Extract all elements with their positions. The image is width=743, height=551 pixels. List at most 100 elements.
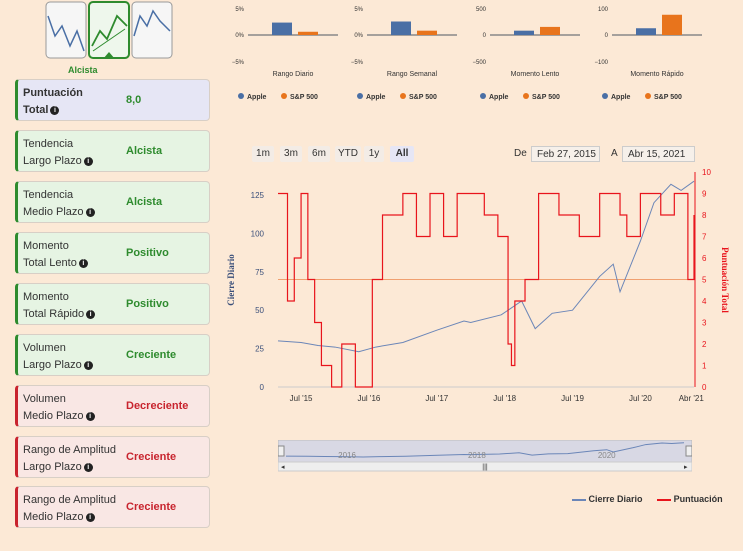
indicator-card[interactable]: Tendencia Largo Plazo i Alcista bbox=[15, 130, 210, 172]
legend-close-swatch bbox=[572, 498, 586, 501]
mini-bar[interactable] bbox=[636, 28, 656, 35]
y2-tick-label: 1 bbox=[702, 362, 707, 371]
card-value: Alcista bbox=[126, 196, 163, 208]
y2-tick-label: 4 bbox=[702, 297, 707, 306]
legend-sp500-label[interactable]: S&P 500 bbox=[409, 94, 437, 101]
card-title-line1: Momento bbox=[23, 291, 69, 303]
sideways-line bbox=[133, 9, 171, 37]
y2-tick-label: 5 bbox=[702, 276, 707, 285]
legend-close-label[interactable]: Cierre Diario bbox=[588, 494, 643, 504]
info-icon[interactable]: i bbox=[86, 309, 96, 319]
mini-bar[interactable] bbox=[540, 26, 560, 35]
info-icon[interactable]: i bbox=[85, 411, 95, 421]
x-tick-label: Jul '17 bbox=[425, 394, 448, 403]
date-from-input[interactable]: Feb 27, 2015 bbox=[531, 146, 600, 162]
mini-chart-title: Rango Semanal bbox=[387, 71, 438, 78]
legend-apple-label[interactable]: Apple bbox=[366, 94, 386, 101]
mini-bar[interactable] bbox=[272, 22, 292, 35]
indicator-card[interactable]: Volumen Medio Plazo i Decreciente bbox=[15, 385, 210, 427]
y2-tick-label: 6 bbox=[702, 254, 707, 263]
card-title: Rango de Amplitud Largo Plazo i bbox=[23, 442, 116, 476]
y2-tick-label: 8 bbox=[702, 211, 707, 220]
info-icon[interactable]: i bbox=[83, 462, 93, 472]
mini-bar[interactable] bbox=[662, 14, 682, 35]
card-title: Volumen Medio Plazo i bbox=[23, 391, 95, 425]
legend-sp500-label[interactable]: S&P 500 bbox=[290, 94, 318, 101]
main-chart: 0 25 50 75 100 125 0 1 2 3 4 5 6 7 8 9 10 Jul '15 Jul '16 J… bbox=[222, 160, 743, 410]
card-title-line2: Medio Plazo bbox=[23, 410, 84, 422]
range-button[interactable]: 3m bbox=[280, 146, 302, 162]
navigator[interactable]: 2016 2018 2020 ◂ ▸ ||| bbox=[277, 439, 693, 472]
indicator-card[interactable]: Volumen Largo Plazo i Creciente bbox=[15, 334, 210, 376]
navigator-handle-left[interactable] bbox=[277, 445, 285, 457]
indicator-card[interactable]: Momento Total Lento i Positivo bbox=[15, 232, 210, 274]
trend-icon-strip bbox=[45, 1, 173, 61]
legend-sp500-label[interactable]: S&P 500 bbox=[654, 94, 682, 101]
mini-ytick: 0% bbox=[235, 33, 244, 39]
mini-bar[interactable] bbox=[417, 30, 437, 35]
legend-score-label[interactable]: Puntuación bbox=[673, 494, 723, 504]
indicator-card[interactable]: Momento Total Rápido i Positivo bbox=[15, 283, 210, 325]
range-button[interactable]: 1m bbox=[252, 146, 274, 162]
card-title: Momento Total Lento i bbox=[23, 238, 88, 272]
navigator-label: 2016 bbox=[338, 451, 356, 460]
info-icon[interactable]: i bbox=[50, 105, 60, 115]
card-title: Volumen Largo Plazo i bbox=[23, 340, 93, 374]
scrollbar-grip-icon[interactable]: ||| bbox=[482, 464, 488, 471]
y-axis-title: Cierre Diario bbox=[226, 254, 236, 306]
sideways-icon-box bbox=[131, 1, 173, 59]
date-to-input[interactable]: Abr 15, 2021 bbox=[622, 146, 695, 162]
info-icon[interactable]: i bbox=[83, 156, 93, 166]
indicator-card[interactable]: Tendencia Medio Plazo i Alcista bbox=[15, 181, 210, 223]
card-title: Puntuación Total i bbox=[23, 85, 83, 119]
score-series-line[interactable] bbox=[278, 192, 695, 388]
x-tick-label: Abr '21 bbox=[679, 394, 705, 403]
bullish-trendline bbox=[92, 28, 126, 52]
legend-apple-label[interactable]: Apple bbox=[489, 94, 509, 101]
info-icon[interactable]: i bbox=[83, 360, 93, 370]
x-tick-label: Jul '20 bbox=[629, 394, 652, 403]
y-tick-label: 125 bbox=[251, 191, 265, 200]
mini-ytick: −5% bbox=[351, 60, 364, 66]
mini-ytick: 100 bbox=[598, 7, 609, 13]
card-title-line1: Momento bbox=[23, 240, 69, 252]
card-title-line2: Largo Plazo bbox=[23, 155, 82, 167]
card-title-line2: Medio Plazo bbox=[23, 206, 84, 218]
mini-ytick: −5% bbox=[232, 60, 245, 66]
mini-bar[interactable] bbox=[514, 30, 534, 35]
info-icon[interactable]: i bbox=[85, 512, 95, 522]
y2-tick-label: 2 bbox=[702, 340, 707, 349]
card-value: Creciente bbox=[126, 501, 177, 513]
card-title-line1: Tendencia bbox=[23, 189, 74, 201]
indicator-card[interactable]: Rango de Amplitud Medio Plazo i Creciente bbox=[15, 486, 210, 528]
scroll-left-arrow-icon[interactable]: ◂ bbox=[281, 464, 285, 471]
card-title: Rango de Amplitud Medio Plazo i bbox=[23, 492, 116, 526]
card-value: Creciente bbox=[126, 349, 177, 361]
navigator-handle-right[interactable] bbox=[685, 445, 693, 457]
legend-apple-label[interactable]: Apple bbox=[247, 94, 267, 101]
range-button[interactable]: 6m bbox=[308, 146, 330, 162]
info-icon[interactable]: i bbox=[78, 258, 88, 268]
range-button[interactable]: YTD bbox=[335, 146, 361, 162]
mini-bar[interactable] bbox=[298, 31, 318, 35]
info-icon[interactable]: i bbox=[85, 207, 95, 217]
indicator-card[interactable]: Rango de Amplitud Largo Plazo i Creciente bbox=[15, 436, 210, 478]
range-button[interactable]: 1y bbox=[364, 146, 384, 162]
legend-sp500-label[interactable]: S&P 500 bbox=[532, 94, 560, 101]
indicator-card[interactable]: Puntuación Total i 8,0 bbox=[15, 79, 210, 121]
card-title-line1: Volumen bbox=[23, 342, 66, 354]
legend-apple-label[interactable]: Apple bbox=[611, 94, 631, 101]
legend-apple-swatch bbox=[480, 93, 486, 99]
card-value: Decreciente bbox=[126, 400, 189, 412]
card-value: 8,0 bbox=[126, 94, 142, 106]
scroll-right-arrow-icon[interactable]: ▸ bbox=[684, 464, 688, 471]
y2-tick-label: 9 bbox=[702, 190, 707, 199]
x-tick-label: Jul '19 bbox=[561, 394, 584, 403]
mini-chart-title: Momento Lento bbox=[511, 71, 560, 78]
card-title-line1: Rango de Amplitud bbox=[23, 444, 116, 456]
navigator-label: 2020 bbox=[598, 451, 616, 460]
legend-sp500-swatch bbox=[645, 93, 651, 99]
mini-bar[interactable] bbox=[391, 21, 411, 36]
range-button[interactable]: All bbox=[390, 146, 414, 162]
mini-ytick: 0% bbox=[354, 33, 363, 39]
